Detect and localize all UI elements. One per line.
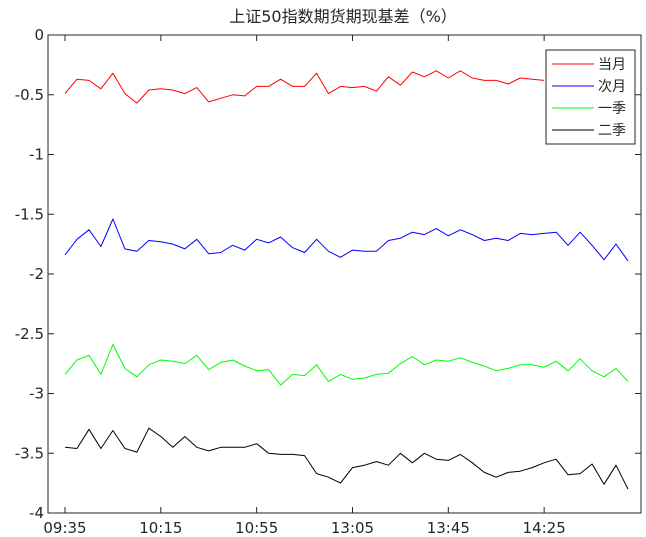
- x-tick-label: 13:05: [331, 519, 374, 537]
- legend-label: 一季: [598, 101, 626, 117]
- x-tick-label: 13:45: [427, 519, 470, 537]
- y-tick-label: -1.5: [15, 205, 44, 223]
- y-tick-label: 0: [34, 26, 44, 44]
- series-line-3: [64, 344, 629, 386]
- y-tick-label: -3: [29, 385, 44, 403]
- series-line-4: [64, 427, 629, 490]
- x-tick-label: 10:15: [139, 519, 182, 537]
- x-tick-label: 10:55: [235, 519, 278, 537]
- x-axis: 09:35 10:15 10:55 13:05 13:45 14:25: [43, 35, 566, 537]
- legend-label: 二季: [598, 123, 626, 139]
- series-layer: [64, 70, 629, 490]
- y-tick-label: -4: [29, 504, 44, 522]
- legend-label: 当月: [598, 57, 626, 73]
- legend-label: 次月: [598, 79, 626, 95]
- y-tick-label: -3.5: [15, 444, 44, 462]
- chart-title: 上证50指数期货期现基差（%）: [229, 7, 457, 26]
- series-line-2: [64, 218, 629, 262]
- y-axis: 0 -0.5 -1 -1.5 -2 -2.5 -3 -3.5 -4: [15, 26, 641, 522]
- y-tick-label: -2.5: [15, 325, 44, 343]
- legend-box: [545, 49, 636, 145]
- x-tick-label: 14:25: [523, 519, 566, 537]
- y-tick-label: -1: [29, 146, 44, 164]
- y-tick-label: -0.5: [15, 86, 44, 104]
- series-line-1: [64, 70, 545, 104]
- y-tick-label: -2: [29, 265, 44, 283]
- x-tick-label: 09:35: [43, 519, 86, 537]
